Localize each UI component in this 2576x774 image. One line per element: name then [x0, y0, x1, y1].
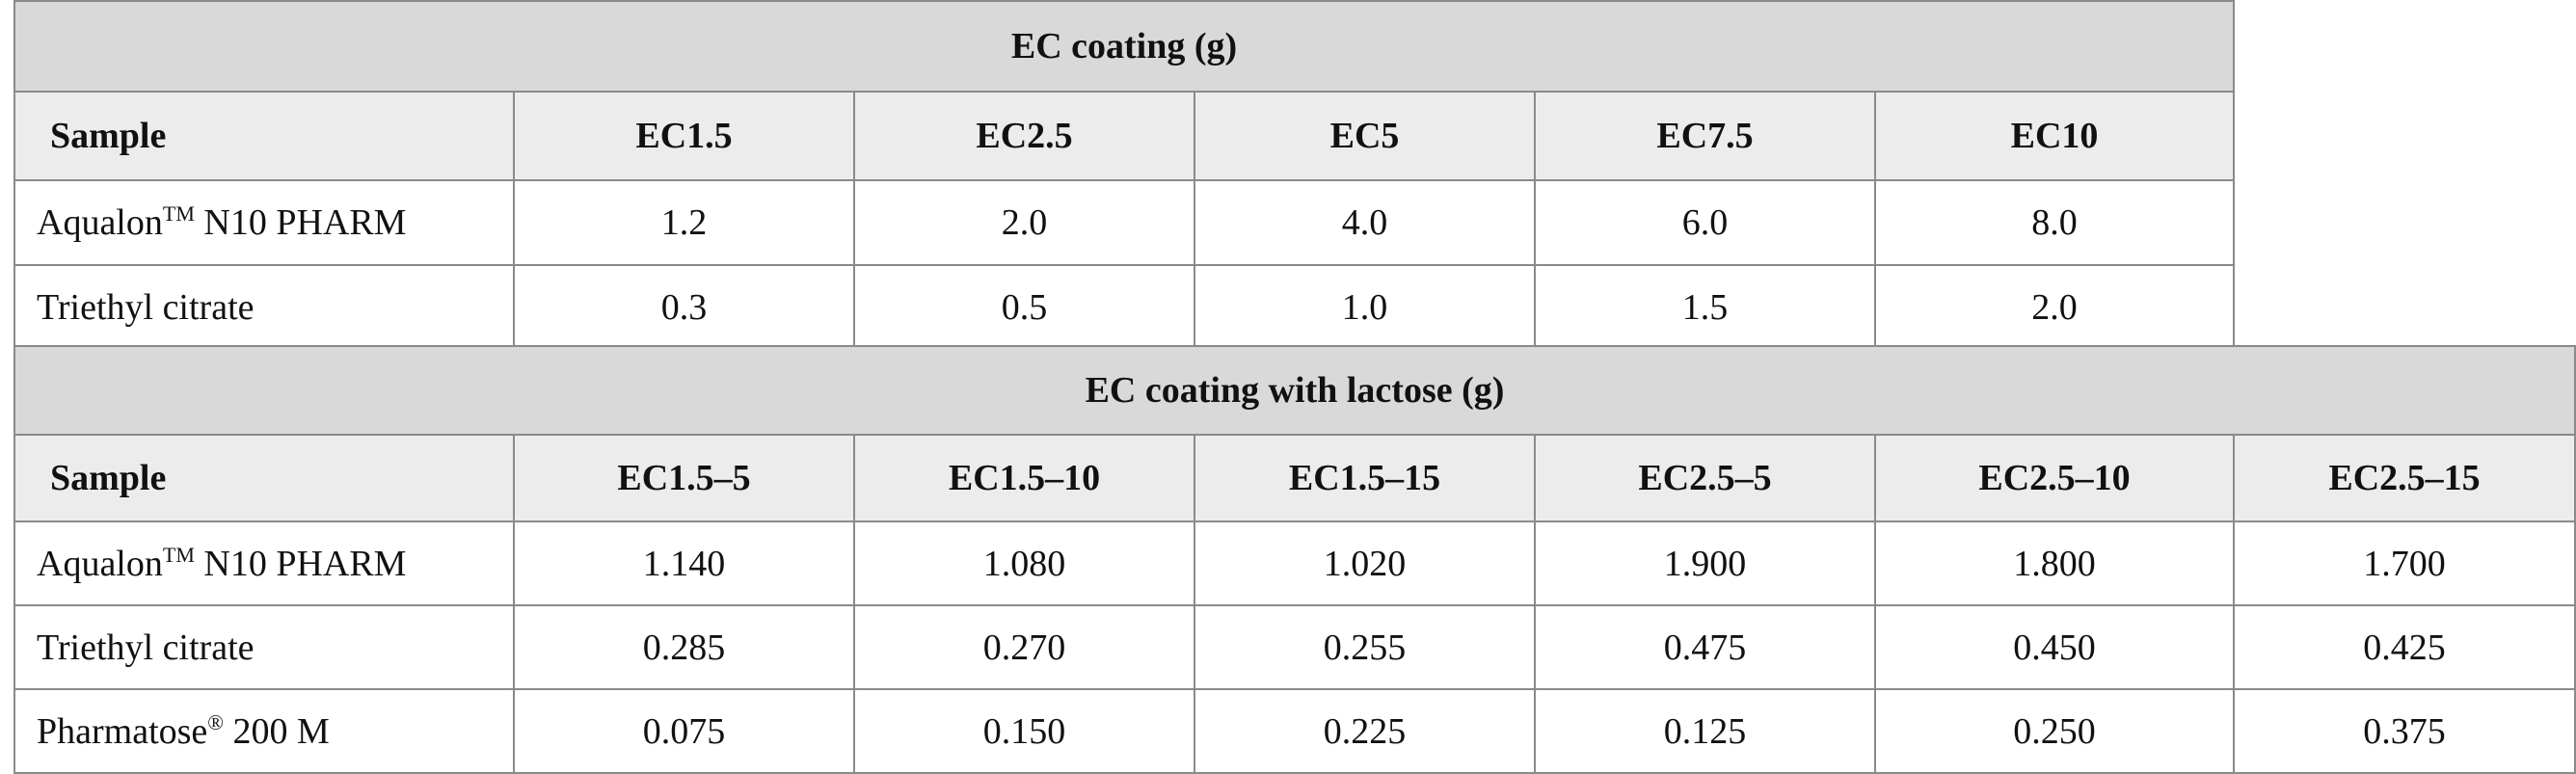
ec-coating-with-lactose-table: EC coating with lactose (g) Sample EC1.5…	[13, 345, 2576, 774]
column-header: EC1.5–5	[513, 434, 855, 522]
table-cell: 0.5	[853, 264, 1195, 351]
ec-coating-table: EC coating (g) Sample EC1.5 EC2.5 EC5 EC…	[13, 0, 2236, 351]
table-cell: 0.075	[513, 688, 855, 774]
table-cell: 0.150	[853, 688, 1195, 774]
table-cell: 0.375	[2233, 688, 2576, 774]
trademark-mark: TM	[162, 201, 195, 226]
column-header: EC2.5–15	[2233, 434, 2576, 522]
column-header: EC10	[1873, 91, 2236, 181]
table-title: EC coating (g)	[13, 0, 2236, 93]
table-cell: 1.2	[513, 179, 855, 266]
registered-mark: ®	[207, 709, 225, 734]
table-cell: 2.0	[853, 179, 1195, 266]
table-cell: 0.250	[1874, 688, 2235, 774]
table-cell: 1.080	[853, 520, 1195, 606]
column-header: EC1.5–15	[1194, 434, 1536, 522]
column-header: EC1.5–10	[853, 434, 1195, 522]
row-label: Pharmatose® 200 M	[13, 688, 515, 774]
trademark-mark: TM	[162, 542, 195, 567]
table-row: Pharmatose® 200 M 0.075 0.150 0.225 0.12…	[13, 688, 2576, 774]
column-header: EC2.5–10	[1874, 434, 2235, 522]
table-cell: 0.125	[1534, 688, 1876, 774]
table-cell: 1.140	[513, 520, 855, 606]
table-cell: 1.700	[2233, 520, 2576, 606]
column-header: EC7.5	[1534, 91, 1876, 181]
table-cell: 0.225	[1194, 688, 1536, 774]
table-row: Triethyl citrate 0.3 0.5 1.0 1.5 2.0	[13, 264, 2236, 351]
row-label: AqualonTM N10 PHARM	[13, 179, 515, 266]
column-header: EC2.5	[853, 91, 1195, 181]
table-cell: 1.800	[1874, 520, 2235, 606]
row-label: Triethyl citrate	[13, 264, 515, 351]
table-cell: 0.255	[1194, 604, 1536, 690]
table-cell: 0.450	[1874, 604, 2235, 690]
table-cell: 0.425	[2233, 604, 2576, 690]
table-cell: 0.285	[513, 604, 855, 690]
table-cell: 0.475	[1534, 604, 1876, 690]
table-cell: 1.0	[1194, 264, 1536, 351]
table-cell: 0.270	[853, 604, 1195, 690]
table-cell: 1.900	[1534, 520, 1876, 606]
table-cell: 1.020	[1194, 520, 1536, 606]
column-header: EC1.5	[513, 91, 855, 181]
table-cell: 8.0	[1873, 179, 2236, 266]
row-label: AqualonTM N10 PHARM	[13, 520, 515, 606]
table-row: AqualonTM N10 PHARM 1.140 1.080 1.020 1.…	[13, 520, 2576, 606]
table-cell: 1.5	[1534, 264, 1876, 351]
table-cell: 2.0	[1873, 264, 2236, 351]
table-cell: 6.0	[1534, 179, 1876, 266]
table-row: Triethyl citrate 0.285 0.270 0.255 0.475…	[13, 604, 2576, 690]
row-label: Triethyl citrate	[13, 604, 515, 690]
column-header: EC5	[1194, 91, 1536, 181]
column-header: EC2.5–5	[1534, 434, 1876, 522]
column-header: Sample	[13, 91, 515, 181]
table-cell: 0.3	[513, 264, 855, 351]
column-header: Sample	[13, 434, 515, 522]
table-row: AqualonTM N10 PHARM 1.2 2.0 4.0 6.0 8.0	[13, 179, 2236, 266]
table-cell: 4.0	[1194, 179, 1536, 266]
table-title: EC coating with lactose (g)	[13, 345, 2576, 436]
